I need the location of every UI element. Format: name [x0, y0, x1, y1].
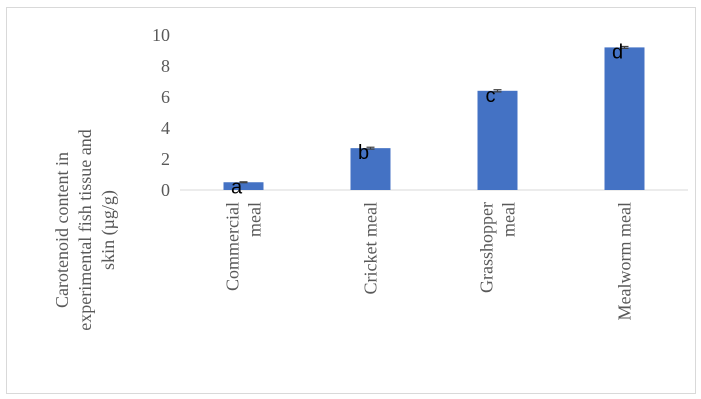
- bar: [223, 182, 264, 190]
- x-tick-label: Cricket meal: [361, 202, 381, 294]
- y-tick-label: 4: [161, 118, 170, 138]
- bars: [223, 47, 645, 191]
- y-axis-title-line: skin (µg/g): [98, 190, 119, 270]
- x-tick-label-line: Mealworm meal: [615, 202, 635, 320]
- bar: [604, 47, 645, 191]
- y-tick-label: 8: [161, 56, 170, 76]
- x-axis-categories: Commercial meal Cricket meal Grasshopper mea…: [223, 202, 635, 320]
- y-tick-label: 0: [161, 180, 170, 200]
- y-tick-label: 2: [161, 149, 170, 169]
- x-tick-label-line: meal: [499, 202, 519, 237]
- x-tick-label-line: Commercial: [223, 202, 243, 291]
- bar: [350, 148, 391, 190]
- x-tick-label-line: Grasshopper: [477, 202, 497, 293]
- x-tick-label-line: meal: [245, 202, 265, 237]
- y-tick-label: 10: [152, 25, 170, 45]
- error-bar: [239, 181, 248, 184]
- y-axis-label: Carotenoid content in experimental fish t…: [52, 129, 119, 330]
- y-tick-label: 6: [161, 87, 170, 107]
- data-label: c: [486, 85, 496, 107]
- data-label: b: [358, 142, 369, 164]
- bar: [477, 90, 518, 190]
- x-tick-label: Mealworm meal: [615, 202, 635, 320]
- data-labels: a b c d: [231, 41, 623, 198]
- error-bar: [620, 45, 629, 49]
- x-tick-label: Grasshopper meal: [477, 202, 519, 293]
- error-bars: [239, 45, 629, 184]
- y-axis-ticks: 0 2 4 6 8 10: [152, 25, 170, 200]
- y-axis-title: Carotenoid content in experimental fish t…: [52, 129, 119, 330]
- data-label: a: [231, 176, 243, 198]
- y-axis-title-line: experimental fish tissue and: [75, 129, 95, 330]
- chart-frame: [6, 7, 696, 394]
- y-axis-title-line: Carotenoid content in: [52, 152, 72, 308]
- error-bar: [366, 146, 375, 150]
- data-label: d: [612, 41, 623, 63]
- error-bar: [493, 89, 502, 93]
- x-tick-label: Commercial meal: [223, 202, 265, 291]
- x-tick-label-line: Cricket meal: [361, 202, 381, 294]
